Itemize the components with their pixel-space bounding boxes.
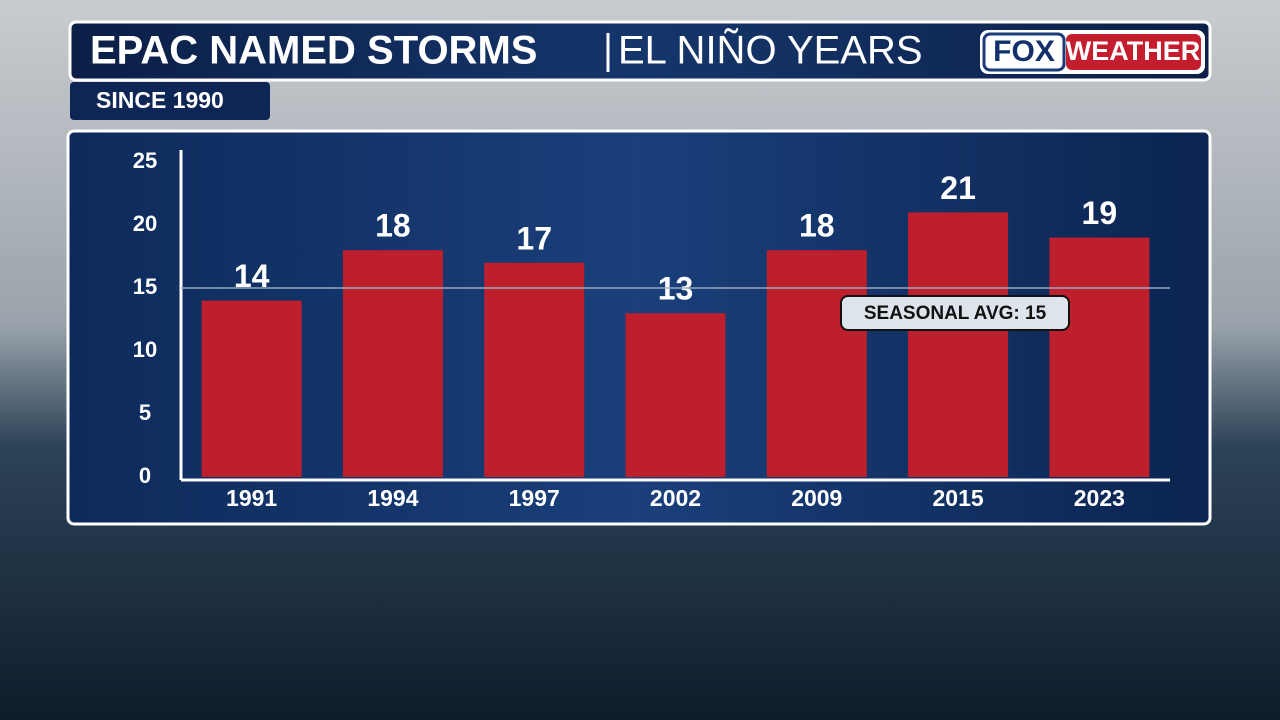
y-tick-label: 20 [133, 211, 157, 236]
bar [766, 250, 867, 477]
logo-left-box [982, 32, 1066, 72]
value-label: 17 [516, 220, 552, 256]
y-tick-label: 0 [139, 463, 151, 488]
bar [342, 250, 443, 477]
y-tick-label: 5 [139, 400, 151, 425]
bar [484, 262, 585, 477]
x-tick-label: 2002 [650, 485, 701, 511]
value-label: 19 [1082, 195, 1118, 231]
subtitle-tab [70, 82, 270, 120]
value-label: 18 [799, 208, 835, 244]
bar [201, 300, 302, 477]
value-label: 21 [940, 170, 976, 206]
logo-right-box [1066, 34, 1201, 70]
y-tick-label: 25 [133, 148, 157, 173]
plot-area: 0510152025141991181994171997132002182009… [133, 148, 1170, 511]
y-tick-label: 10 [133, 337, 157, 362]
average-label-box [840, 295, 1070, 331]
x-tick-label: 1997 [509, 485, 560, 511]
x-tick-label: 1994 [367, 485, 418, 511]
average-label: SEASONAL AVG: 15 [864, 303, 1047, 324]
x-tick-label: 2015 [932, 485, 983, 511]
logo-left: FOX [993, 35, 1055, 68]
y-tick-label: 15 [133, 274, 157, 299]
chart-title-right: EL NIÑO YEARS [618, 28, 923, 73]
subtitle: SINCE 1990 [96, 87, 224, 113]
value-label: 18 [375, 208, 411, 244]
bar [625, 313, 726, 477]
logo-right: WEATHER [1066, 36, 1201, 66]
chart-title: EPAC NAMED STORMS [90, 29, 537, 73]
x-tick-label: 2023 [1074, 485, 1125, 511]
bar [1049, 237, 1150, 477]
title-banner [68, 20, 1212, 82]
x-tick-label: 2009 [791, 485, 842, 511]
bar [908, 212, 1009, 477]
x-tick-label: 1991 [226, 485, 277, 511]
